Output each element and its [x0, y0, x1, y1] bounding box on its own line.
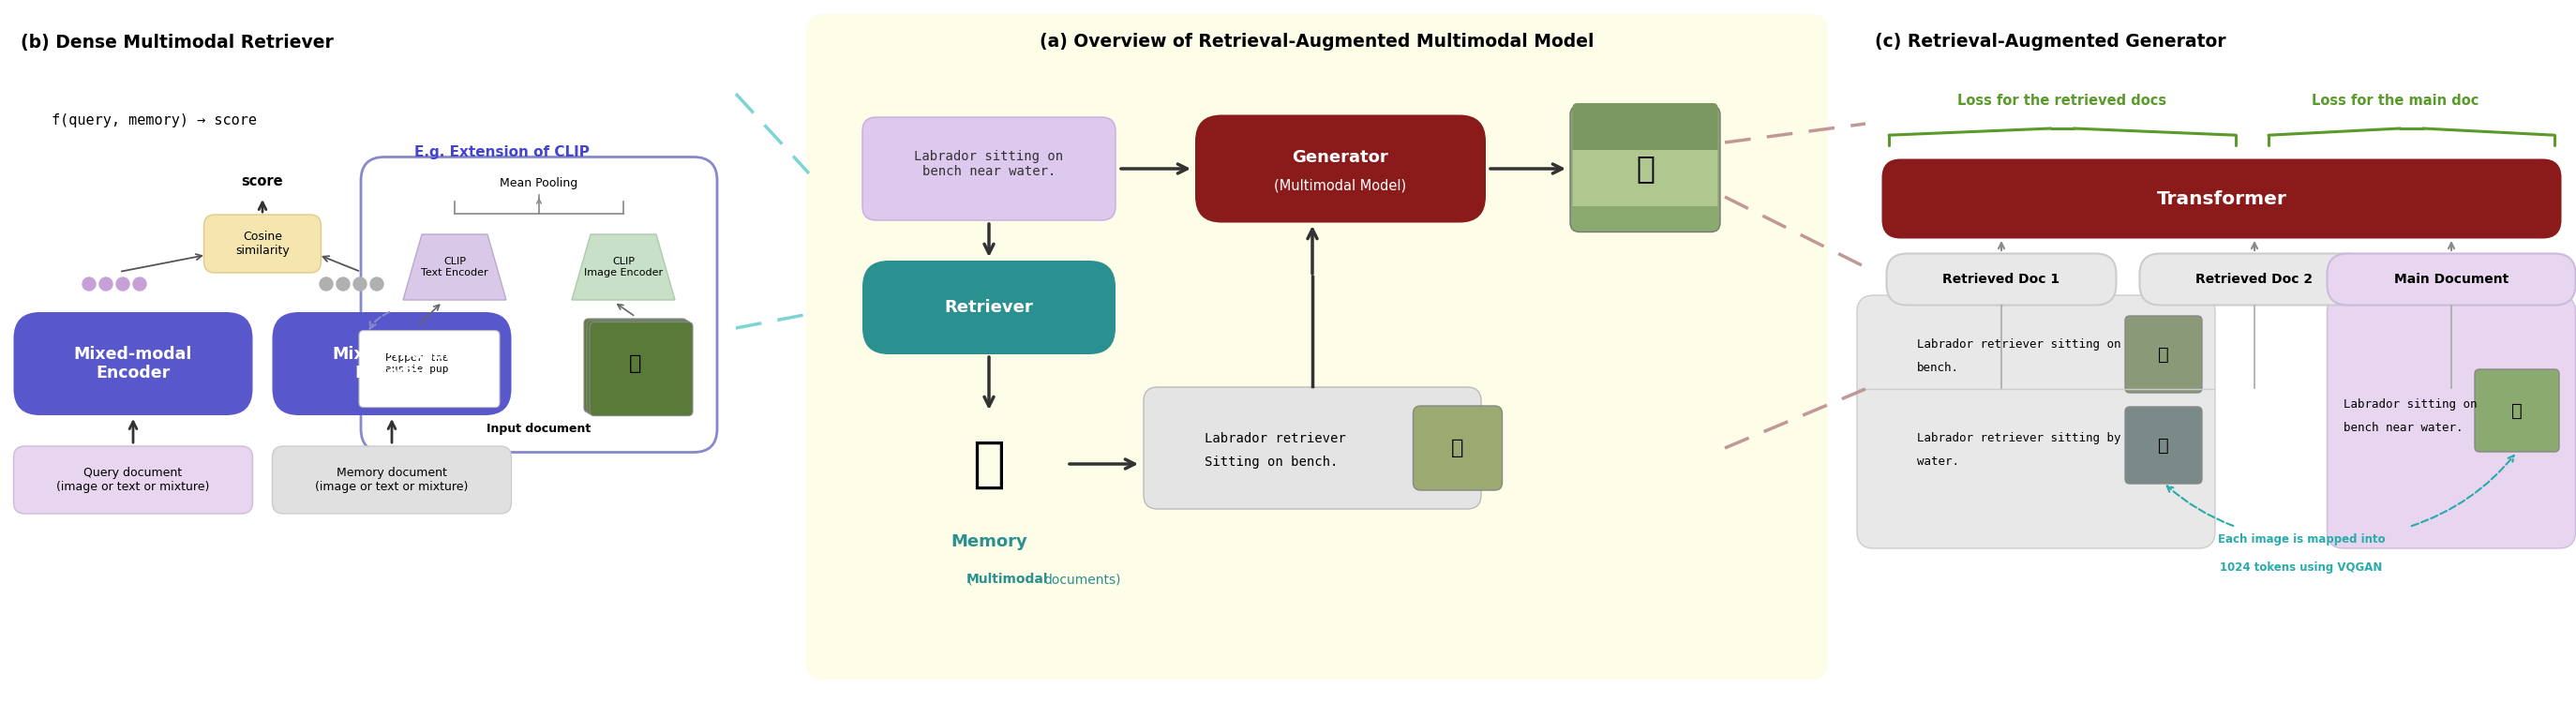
FancyBboxPatch shape	[1571, 105, 1721, 232]
Text: Generator: Generator	[1293, 149, 1388, 166]
Text: Labrador retriever: Labrador retriever	[1206, 432, 1345, 445]
FancyBboxPatch shape	[1571, 150, 1718, 206]
Text: Labrador retriever sitting by: Labrador retriever sitting by	[1917, 432, 2120, 445]
Circle shape	[82, 278, 95, 290]
Text: Main Document: Main Document	[2393, 273, 2509, 286]
FancyBboxPatch shape	[587, 321, 690, 414]
FancyBboxPatch shape	[1414, 406, 1502, 490]
Text: Labrador sitting on
bench near water.: Labrador sitting on bench near water.	[914, 150, 1064, 178]
Text: 🐕: 🐕	[2159, 437, 2169, 454]
Text: Retriever: Retriever	[945, 299, 1033, 316]
Text: (Multimodal Model): (Multimodal Model)	[1275, 179, 1406, 193]
Text: Multimodal: Multimodal	[966, 573, 1048, 586]
FancyBboxPatch shape	[1883, 159, 2561, 238]
Text: (c) Retrieval-Augmented Generator: (c) Retrieval-Augmented Generator	[1875, 33, 2226, 51]
Polygon shape	[402, 234, 507, 300]
FancyBboxPatch shape	[2125, 316, 2202, 393]
Text: 1024 tokens using VQGAN: 1024 tokens using VQGAN	[2221, 561, 2383, 573]
Text: 🐕: 🐕	[1636, 153, 1654, 184]
FancyBboxPatch shape	[273, 446, 513, 514]
FancyBboxPatch shape	[585, 318, 688, 413]
Text: CLIP
Image Encoder: CLIP Image Encoder	[585, 257, 662, 277]
FancyBboxPatch shape	[1144, 387, 1481, 509]
Text: Input document: Input document	[487, 423, 590, 435]
Polygon shape	[572, 234, 675, 300]
Text: Pepper the
aussie pup: Pepper the aussie pup	[386, 354, 448, 374]
Text: Transformer: Transformer	[2156, 190, 2287, 207]
FancyBboxPatch shape	[204, 214, 322, 273]
Text: Labrador sitting on: Labrador sitting on	[2344, 399, 2478, 411]
Text: CLIP
Text Encoder: CLIP Text Encoder	[420, 257, 489, 277]
FancyBboxPatch shape	[2476, 369, 2558, 452]
FancyBboxPatch shape	[13, 446, 252, 514]
FancyBboxPatch shape	[863, 261, 1115, 354]
Text: bench.: bench.	[1917, 361, 1960, 373]
FancyBboxPatch shape	[1857, 295, 2215, 548]
FancyBboxPatch shape	[590, 322, 693, 415]
Text: bench near water.: bench near water.	[2344, 423, 2463, 434]
FancyBboxPatch shape	[2125, 407, 2202, 484]
FancyBboxPatch shape	[2326, 254, 2576, 305]
FancyBboxPatch shape	[358, 330, 500, 407]
Text: Mixed-modal
Encoder: Mixed-modal Encoder	[332, 345, 451, 382]
Text: Mean Pooling: Mean Pooling	[500, 176, 577, 189]
Text: (b) Dense Multimodal Retriever: (b) Dense Multimodal Retriever	[21, 33, 335, 51]
Text: Query document
(image or text or mixture): Query document (image or text or mixture…	[57, 467, 209, 493]
Text: Labrador retriever sitting on: Labrador retriever sitting on	[1917, 338, 2120, 350]
Text: 🐕: 🐕	[1450, 439, 1463, 458]
Text: 🐕: 🐕	[2512, 401, 2522, 420]
Text: Sitting on bench.: Sitting on bench.	[1206, 456, 1337, 469]
Text: 🐕: 🐕	[629, 354, 641, 373]
Text: 💎: 💎	[974, 437, 1005, 491]
FancyBboxPatch shape	[863, 117, 1115, 220]
FancyBboxPatch shape	[273, 312, 513, 415]
Text: (a) Overview of Retrieval-Augmented Multimodal Model: (a) Overview of Retrieval-Augmented Mult…	[1041, 33, 1595, 51]
Text: Retrieved Doc 1: Retrieved Doc 1	[1942, 273, 2061, 286]
Circle shape	[100, 278, 113, 290]
Text: Retrieved Doc 2: Retrieved Doc 2	[2195, 273, 2313, 286]
Text: score: score	[242, 174, 283, 188]
Text: Loss for the retrieved docs: Loss for the retrieved docs	[1958, 94, 2166, 108]
Text: Cosine
similarity: Cosine similarity	[234, 231, 289, 257]
FancyBboxPatch shape	[2326, 295, 2576, 548]
FancyBboxPatch shape	[353, 327, 495, 404]
Text: Mixed-modal
Encoder: Mixed-modal Encoder	[75, 345, 193, 382]
Text: Loss for the main doc: Loss for the main doc	[2311, 94, 2478, 108]
FancyBboxPatch shape	[13, 312, 252, 415]
FancyBboxPatch shape	[806, 14, 1829, 680]
Circle shape	[353, 278, 366, 290]
Text: Each image is mapped into: Each image is mapped into	[2218, 533, 2385, 545]
Text: f(query, memory) → score: f(query, memory) → score	[52, 113, 258, 127]
Text: water.: water.	[1917, 456, 1960, 468]
FancyBboxPatch shape	[355, 329, 497, 406]
Text: (: (	[969, 573, 974, 586]
FancyBboxPatch shape	[1195, 115, 1486, 223]
FancyBboxPatch shape	[1571, 103, 1718, 206]
FancyBboxPatch shape	[2141, 254, 2370, 305]
FancyBboxPatch shape	[1886, 254, 2117, 305]
Circle shape	[116, 278, 129, 290]
FancyBboxPatch shape	[361, 157, 716, 452]
Text: E.g. Extension of CLIP: E.g. Extension of CLIP	[415, 145, 590, 159]
FancyBboxPatch shape	[1860, 309, 2213, 394]
Text: Memory document
(image or text or mixture): Memory document (image or text or mixtur…	[314, 467, 469, 493]
Circle shape	[371, 278, 384, 290]
Circle shape	[337, 278, 350, 290]
Circle shape	[134, 278, 147, 290]
Circle shape	[319, 278, 332, 290]
Text: 🐕: 🐕	[2159, 345, 2169, 363]
Text: documents): documents)	[1043, 573, 1121, 586]
Text: Memory: Memory	[951, 534, 1028, 550]
